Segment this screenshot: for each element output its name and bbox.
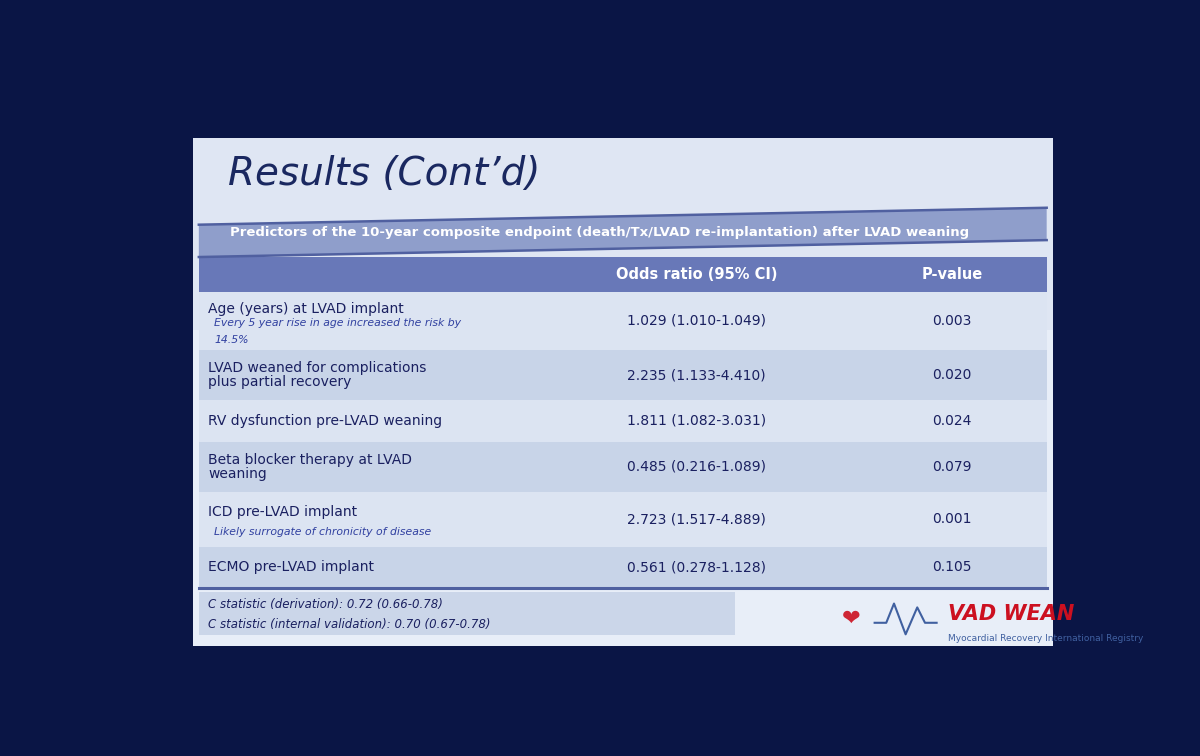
FancyBboxPatch shape [193,138,1052,646]
Text: 14.5%: 14.5% [215,335,248,345]
Text: ❤: ❤ [842,609,860,629]
Text: ICD pre-LVAD implant: ICD pre-LVAD implant [208,505,358,519]
Text: 2.723 (1.517-4.889): 2.723 (1.517-4.889) [626,513,766,526]
FancyBboxPatch shape [199,547,1046,588]
Text: RV dysfunction pre-LVAD weaning: RV dysfunction pre-LVAD weaning [208,414,443,428]
Text: 1.029 (1.010-1.049): 1.029 (1.010-1.049) [626,314,766,328]
Text: Likely surrogate of chronicity of disease: Likely surrogate of chronicity of diseas… [215,527,432,537]
Text: 0.105: 0.105 [932,560,972,575]
Text: P-value: P-value [922,267,983,282]
Text: C statistic (derivation): 0.72 (0.66-0.78): C statistic (derivation): 0.72 (0.66-0.7… [208,598,443,611]
Text: Odds ratio (95% CI): Odds ratio (95% CI) [616,267,778,282]
FancyBboxPatch shape [199,592,736,635]
FancyBboxPatch shape [199,400,1046,442]
Text: ECMO pre-LVAD implant: ECMO pre-LVAD implant [208,560,374,575]
Text: plus partial recovery: plus partial recovery [208,375,352,389]
Text: 0.003: 0.003 [932,314,972,328]
Text: 2.235 (1.133-4.410): 2.235 (1.133-4.410) [628,368,766,382]
FancyBboxPatch shape [193,138,1052,330]
Text: LVAD weaned for complications: LVAD weaned for complications [208,361,426,375]
Text: 0.020: 0.020 [932,368,972,382]
Text: Age (years) at LVAD implant: Age (years) at LVAD implant [208,302,404,316]
FancyBboxPatch shape [199,350,1046,400]
Text: weaning: weaning [208,467,266,481]
Text: 0.561 (0.278-1.128): 0.561 (0.278-1.128) [626,560,766,575]
FancyBboxPatch shape [199,257,1046,292]
Text: Results (Cont’d): Results (Cont’d) [228,155,540,193]
Text: 0.024: 0.024 [932,414,972,428]
Text: 0.079: 0.079 [932,460,972,474]
Polygon shape [199,208,1046,257]
FancyBboxPatch shape [199,292,1046,350]
Text: Myocardial Recovery International Registry: Myocardial Recovery International Regist… [948,634,1144,643]
Text: VAD WEAN: VAD WEAN [948,603,1075,624]
Text: Beta blocker therapy at LVAD: Beta blocker therapy at LVAD [208,453,412,467]
Text: Every 5 year rise in age increased the risk by: Every 5 year rise in age increased the r… [215,318,461,328]
Text: Predictors of the 10-year composite endpoint (death/Tx/LVAD re-implantation) aft: Predictors of the 10-year composite endp… [230,226,970,239]
FancyBboxPatch shape [199,492,1046,547]
Text: 0.485 (0.216-1.089): 0.485 (0.216-1.089) [626,460,766,474]
Text: 0.001: 0.001 [932,513,972,526]
Text: 1.811 (1.082-3.031): 1.811 (1.082-3.031) [626,414,766,428]
FancyBboxPatch shape [199,442,1046,492]
Text: C statistic (internal validation): 0.70 (0.67-0.78): C statistic (internal validation): 0.70 … [208,618,491,631]
